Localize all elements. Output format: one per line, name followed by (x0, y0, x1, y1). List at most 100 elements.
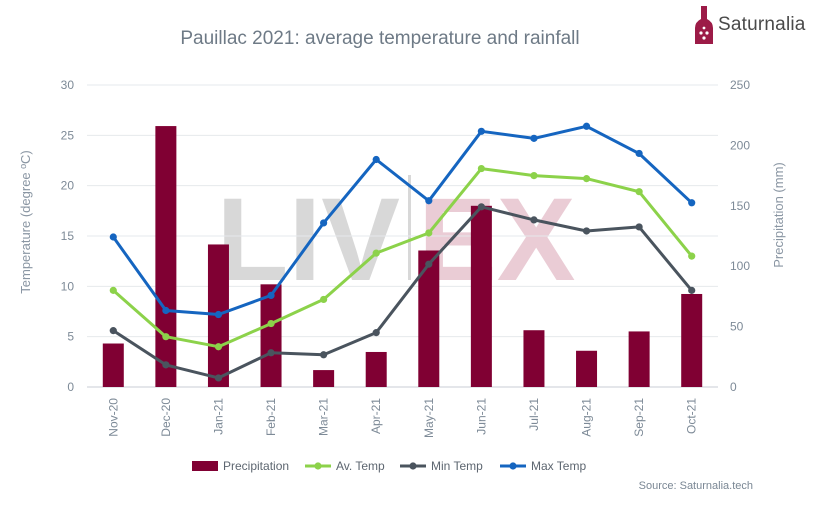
x-tick-label: May-21 (422, 398, 436, 438)
brand-logo: Saturnalia (692, 4, 827, 48)
data-point (530, 134, 538, 142)
data-point (320, 295, 328, 304)
legend-label: Min Temp (431, 459, 483, 473)
data-point (162, 361, 170, 369)
precipitation-bar (418, 250, 440, 387)
precipitation-bar (470, 205, 492, 387)
data-point (582, 227, 591, 235)
y-right-tick-label: 150 (730, 199, 750, 213)
data-point (320, 219, 328, 227)
data-point (635, 223, 643, 231)
y-right-tick-label: 0 (730, 380, 737, 394)
y-right-tick-label: 200 (730, 138, 750, 152)
x-tick-label: Mar-21 (317, 398, 331, 436)
data-point (425, 229, 433, 237)
data-point (582, 122, 591, 130)
x-tick-label: Sep-21 (632, 398, 646, 437)
x-tick-label: Nov-20 (106, 398, 120, 437)
line-min-temp (112, 205, 693, 380)
precipitation-bar (365, 351, 387, 387)
x-tick-label: Jun-21 (474, 398, 488, 435)
data-point (320, 351, 328, 359)
y-right-label: Precipitation (mm) (771, 162, 786, 267)
precipitation-bar (102, 343, 124, 387)
y-right-tick-label: 250 (730, 78, 750, 92)
data-point (267, 319, 275, 328)
data-point (214, 343, 223, 351)
data-point (530, 216, 538, 224)
data-point (214, 310, 223, 319)
precipitation-bar (313, 370, 335, 387)
data-point (477, 203, 485, 211)
chart-title: Pauillac 2021: average temperature and r… (180, 28, 580, 49)
data-point (635, 188, 643, 196)
bar-series (102, 126, 703, 388)
legend-swatch (192, 461, 218, 471)
x-tick-label: Apr-21 (369, 398, 383, 434)
precipitation-bar (576, 350, 598, 387)
x-tick-label: Oct-21 (685, 398, 699, 434)
legend-marker (314, 462, 322, 470)
y-left-label: Temperature (degree ºC) (18, 150, 33, 293)
y-left-tick-label: 30 (61, 78, 75, 92)
data-point (582, 175, 591, 183)
legend-item: Precipitation (192, 459, 289, 473)
y-left-tick-label: 25 (61, 128, 75, 142)
legend: Precipitation Av. Temp Min Temp Max Temp (192, 459, 586, 473)
legend-item: Av. Temp (305, 459, 385, 473)
y-left-tick-label: 15 (61, 229, 75, 243)
line-series (109, 122, 696, 382)
data-point (214, 374, 223, 382)
data-point (688, 252, 696, 260)
x-tick-label: Feb-21 (264, 398, 278, 436)
brand-name: Saturnalia (718, 14, 806, 35)
x-tick-label: Jul-21 (527, 398, 541, 431)
wine-bottle-icon (695, 6, 713, 44)
data-point (688, 199, 696, 207)
data-point (109, 233, 117, 241)
gridlines (87, 84, 718, 388)
data-point (425, 197, 433, 205)
x-tick-label: Aug-21 (580, 398, 594, 437)
data-point (372, 249, 380, 257)
data-point (530, 172, 538, 180)
data-point (267, 291, 275, 299)
data-point (109, 286, 117, 294)
data-point (635, 149, 643, 158)
data-point (109, 327, 117, 335)
y-left-tick-label: 10 (61, 279, 75, 293)
watermark-divider (408, 175, 411, 280)
data-point (477, 164, 485, 173)
data-point (162, 333, 170, 341)
legend-item: Max Temp (500, 459, 586, 473)
data-point (372, 329, 380, 337)
data-point (372, 155, 380, 164)
legend-label: Av. Temp (336, 459, 385, 473)
x-tick-label: Dec-20 (159, 398, 173, 437)
watermark-right: EX (418, 174, 575, 306)
data-point (267, 349, 275, 357)
line-av-temp (112, 167, 693, 349)
legend-marker (509, 462, 517, 470)
watermark: LIV EX (216, 174, 575, 306)
y-left-ticks: 0 5 10 15 20 25 30 (61, 78, 75, 394)
watermark-left: LIV (216, 174, 400, 306)
x-tick-label: Jan-21 (211, 398, 225, 435)
legend-label: Precipitation (223, 459, 289, 473)
y-right-tick-label: 50 (730, 320, 744, 334)
data-point (688, 286, 696, 294)
precipitation-bar (681, 293, 703, 387)
data-point (477, 127, 485, 135)
legend-label: Max Temp (531, 459, 586, 473)
precipitation-bar (628, 331, 650, 387)
line-max-temp (112, 124, 693, 316)
y-left-tick-label: 20 (61, 179, 75, 193)
source-note: Source: Saturnalia.tech (638, 480, 753, 492)
legend-item: Min Temp (400, 459, 483, 473)
data-point (425, 260, 433, 268)
y-right-tick-label: 100 (730, 259, 750, 273)
precipitation-bar (155, 126, 177, 388)
y-right-ticks: 0 50 100 150 200 250 (730, 78, 750, 394)
